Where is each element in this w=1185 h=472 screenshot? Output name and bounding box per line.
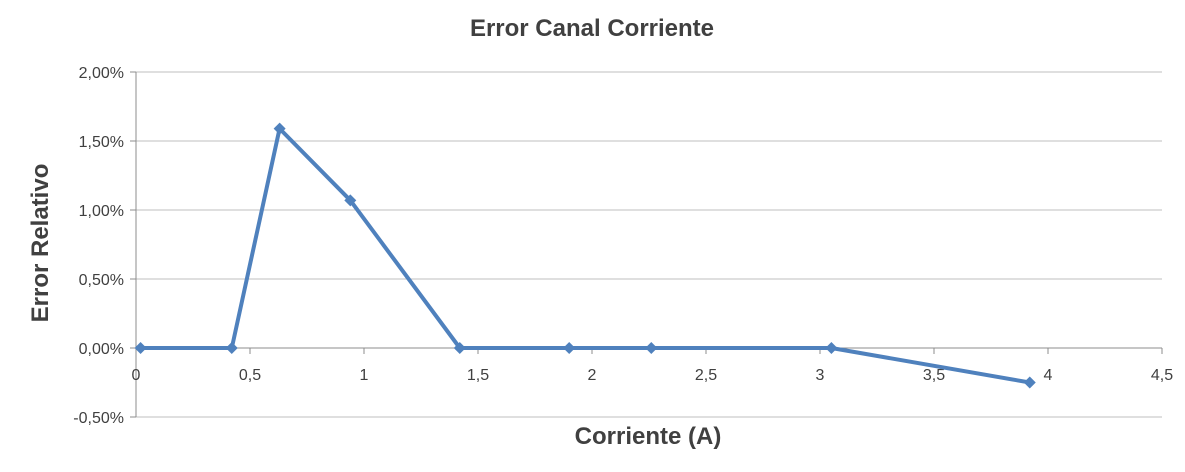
series [134,122,1036,389]
x-tick-label: 1,5 [467,367,489,384]
x-tick-label: 2 [588,367,597,384]
x-axis-title: Corriente (A) [575,423,722,450]
data-point-marker [453,342,466,354]
y-tick-label: 0,00% [79,341,124,358]
y-axis-title: Error Relativo [27,164,54,323]
gridlines [136,71,1162,418]
data-point-marker [1023,376,1036,389]
x-tick-label: 4 [1044,367,1053,384]
chart-title: Error Canal Corriente [470,15,714,42]
data-point-marker [273,122,286,135]
x-tick-label: 2,5 [695,367,717,384]
y-tick-label: 1,50% [79,134,124,151]
y-tick-label: 2,00% [79,65,124,82]
data-point-marker [825,342,838,354]
x-tick-label: 0 [132,367,141,384]
y-tick-label: 1,00% [79,203,124,220]
data-point-marker [645,342,658,354]
x-tick-label: 3,5 [923,367,945,384]
x-tick-label: 3 [816,367,825,384]
y-tick-labels: -0,50% 0,00% 0,50% 1,00% 1,50% 2,00% [73,65,124,427]
x-tick-label: 1 [360,367,369,384]
x-tick-label: 0,5 [239,367,261,384]
data-point-marker [563,342,576,354]
data-point-marker [225,342,238,354]
axes [130,71,1163,418]
y-tick-label: 0,50% [79,272,124,289]
series-line [140,126,1031,385]
y-tick-label: -0,50% [73,410,124,427]
x-tick-labels: 0 0,5 1 1,5 2 2,5 3 3,5 4 4,5 [132,367,1174,384]
x-tick-label: 4,5 [1151,367,1173,384]
data-point-marker [134,342,147,354]
data-point-marker [344,194,357,207]
